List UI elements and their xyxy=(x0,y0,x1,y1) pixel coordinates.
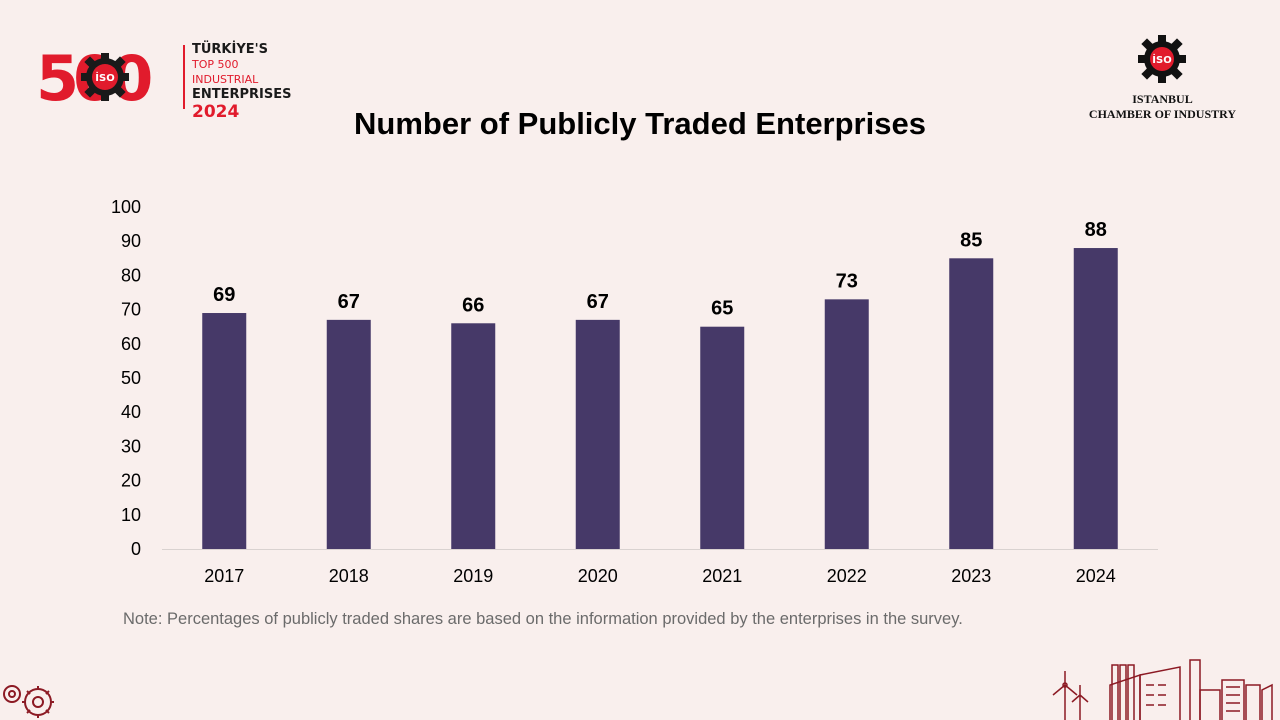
iso-gear-icon: İSO xyxy=(1138,35,1186,83)
logo-text: TÜRKİYE'S TOP 500 INDUSTRIAL ENTERPRISES… xyxy=(192,42,296,122)
istanbul-chamber-logo: İSO ISTANBUL CHAMBER OF INDUSTRY xyxy=(1070,30,1255,130)
y-tick-label: 20 xyxy=(121,471,141,491)
data-label: 65 xyxy=(711,298,733,320)
svg-text:İSO: İSO xyxy=(95,70,114,84)
data-label: 85 xyxy=(960,229,982,251)
svg-text:İSO: İSO xyxy=(1152,52,1171,66)
bar xyxy=(1073,248,1118,550)
y-tick-label: 70 xyxy=(121,300,141,320)
iso-gear-icon: İSO xyxy=(81,53,129,101)
x-tick-label: 2022 xyxy=(827,566,867,586)
x-tick-label: 2021 xyxy=(702,566,742,586)
y-tick-label: 80 xyxy=(121,265,141,285)
top500-logo: 500 İSO TÜRKİYE'S TOP 500 INDUSTRIAL ENT… xyxy=(36,40,296,122)
org-line-1: ISTANBUL xyxy=(1132,92,1193,106)
industrial-skyline-decoration-icon xyxy=(1052,659,1273,720)
gears-decoration-icon xyxy=(3,685,54,718)
data-label: 73 xyxy=(836,270,858,292)
y-tick-label: 10 xyxy=(121,505,141,525)
y-tick-label: 60 xyxy=(121,334,141,354)
logo-line-turkiye: TÜRKİYE'S xyxy=(192,42,268,57)
bar xyxy=(451,323,496,549)
y-tick-label: 50 xyxy=(121,368,141,388)
y-tick-label: 0 xyxy=(131,539,141,559)
bar xyxy=(824,299,869,549)
data-label: 69 xyxy=(213,284,235,306)
x-tick-label: 2023 xyxy=(951,566,991,586)
data-label: 66 xyxy=(462,294,484,316)
x-tick-label: 2024 xyxy=(1076,566,1116,586)
org-name: ISTANBUL CHAMBER OF INDUSTRY xyxy=(1070,92,1255,122)
data-label: 67 xyxy=(587,291,609,313)
bar xyxy=(700,326,745,549)
y-tick-label: 30 xyxy=(121,436,141,456)
bar xyxy=(202,313,247,549)
bar xyxy=(326,319,371,549)
org-line-2: CHAMBER OF INDUSTRY xyxy=(1088,107,1237,121)
bar xyxy=(575,319,620,549)
y-tick-label: 90 xyxy=(121,231,141,251)
x-tick-label: 2018 xyxy=(329,566,369,586)
logo-divider xyxy=(183,45,185,109)
y-tick-label: 40 xyxy=(121,402,141,422)
logo-line-top500: TOP 500 INDUSTRIAL xyxy=(192,58,259,86)
logo-line-enterprises: ENTERPRISES xyxy=(192,87,292,102)
footnote: Note: Percentages of publicly traded sha… xyxy=(123,610,963,628)
x-tick-label: 2019 xyxy=(453,566,493,586)
y-tick-label: 100 xyxy=(111,197,141,217)
chart-title: Number of Publicly Traded Enterprises xyxy=(354,106,926,141)
bar xyxy=(949,258,994,549)
x-tick-label: 2020 xyxy=(578,566,618,586)
x-tick-label: 2017 xyxy=(204,566,244,586)
data-label: 88 xyxy=(1085,219,1107,241)
logo-line-year: 2024 xyxy=(192,102,240,122)
data-label: 67 xyxy=(338,291,360,313)
